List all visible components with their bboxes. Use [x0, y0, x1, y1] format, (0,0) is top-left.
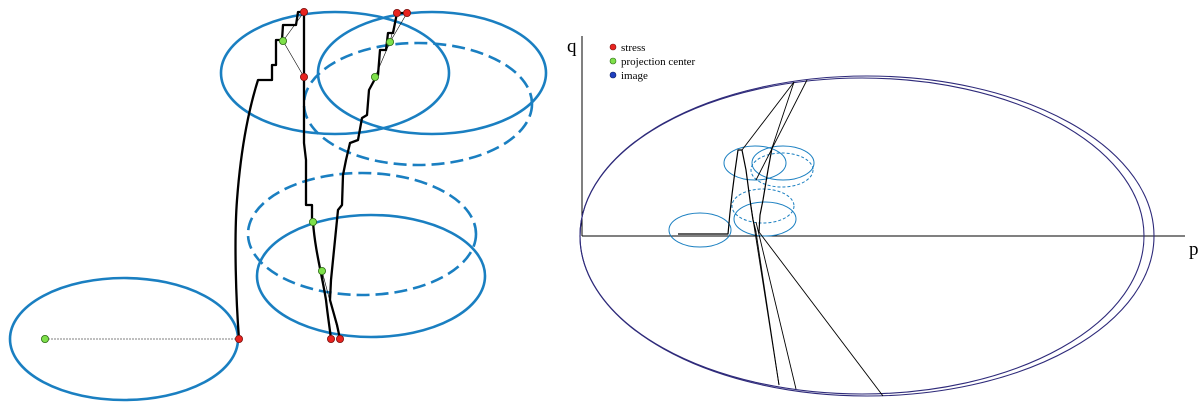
projection-center-marker	[308, 217, 317, 226]
stress-marker	[326, 334, 335, 343]
stress-path-outer	[234, 10, 304, 340]
legend-image-marker	[609, 71, 617, 79]
small-surface	[723, 145, 787, 181]
legend-stress-label: stress	[621, 42, 645, 54]
stress-path-right	[328, 11, 407, 340]
left-diagram	[0, 0, 600, 403]
stress-marker	[299, 7, 308, 16]
q-axis-label: q	[567, 36, 577, 57]
projection-center-marker	[370, 73, 379, 82]
legend-stress-marker	[609, 43, 617, 51]
stress-marker	[335, 334, 344, 343]
stress-marker	[392, 8, 401, 17]
right-stress-path	[758, 147, 773, 233]
right-diagram-canvas: q p stress projection center image	[567, 36, 1199, 397]
yield-surface-lower-right	[255, 213, 487, 339]
legend-projection-center-marker	[609, 57, 617, 65]
small-surface	[668, 212, 732, 248]
small-surface	[751, 145, 815, 181]
legend-projection-center-label: projection center	[621, 56, 696, 68]
dashed-surface-lower	[246, 171, 478, 297]
right-projection-lines	[741, 79, 884, 397]
stress-marker	[402, 8, 411, 17]
right-diagram: q p stress projection center image	[560, 0, 1203, 403]
right-stress-paths	[678, 147, 773, 235]
projection-center-marker	[41, 334, 50, 343]
stress-markers	[234, 7, 411, 343]
yield-surface-top-right	[316, 10, 548, 136]
projection-center-markers	[41, 37, 394, 343]
yield-surface-top-left	[219, 10, 451, 136]
small-surface	[733, 201, 797, 237]
dashed-surface-upper	[302, 41, 534, 167]
right-stress-path	[678, 149, 742, 235]
stress-marker	[234, 334, 243, 343]
small-surface	[750, 152, 814, 188]
p-axis-label: p	[1189, 239, 1199, 260]
stress-marker	[299, 73, 308, 82]
legend: stress projection center image	[609, 42, 696, 82]
left-diagram-canvas	[8, 7, 548, 402]
projection-lines	[45, 11, 408, 340]
bounding-surface-outer	[579, 75, 1155, 397]
projection-center-marker	[278, 37, 287, 46]
small-surface	[731, 188, 795, 224]
projection-center-marker	[385, 38, 394, 47]
small-yield-surfaces	[668, 145, 815, 248]
projection-center-marker	[317, 266, 326, 275]
legend-image-label: image	[621, 70, 648, 82]
